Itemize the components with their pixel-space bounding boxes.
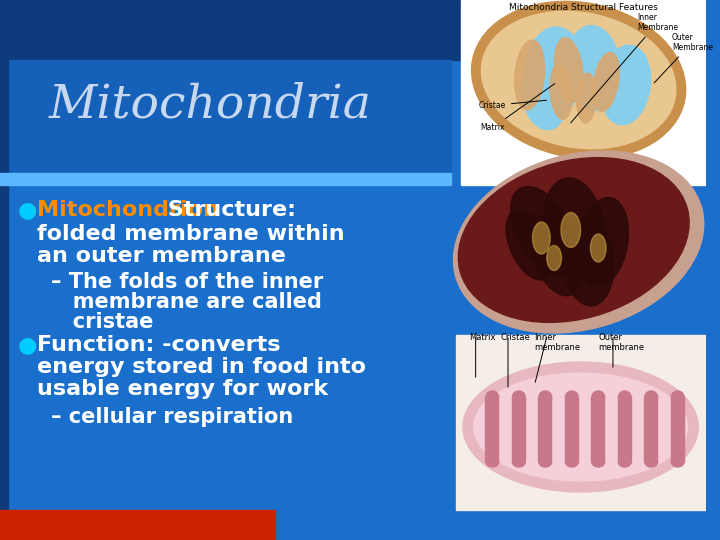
Ellipse shape xyxy=(486,457,499,467)
Text: Outer
Membrane: Outer Membrane xyxy=(654,32,713,83)
Text: Inner
Membrane: Inner Membrane xyxy=(571,12,678,123)
Text: Mitochondrion: Mitochondrion xyxy=(37,200,219,220)
Text: Inner
membrane: Inner membrane xyxy=(534,333,580,353)
Ellipse shape xyxy=(577,73,596,123)
Ellipse shape xyxy=(618,391,631,403)
Bar xyxy=(461,0,706,185)
Ellipse shape xyxy=(515,40,544,110)
Ellipse shape xyxy=(533,222,550,254)
Text: Function: -converts: Function: -converts xyxy=(37,335,281,355)
Text: Structure:: Structure: xyxy=(160,200,296,220)
Text: folded membrane within: folded membrane within xyxy=(37,224,345,244)
Ellipse shape xyxy=(482,11,676,148)
Ellipse shape xyxy=(525,27,584,117)
Ellipse shape xyxy=(459,158,689,322)
Bar xyxy=(539,397,552,462)
Ellipse shape xyxy=(671,457,684,467)
Text: Mitochondria Structural Features: Mitochondria Structural Features xyxy=(509,3,658,12)
Text: – The folds of the inner: – The folds of the inner xyxy=(51,272,323,292)
Ellipse shape xyxy=(463,362,698,492)
Ellipse shape xyxy=(592,391,605,403)
Bar xyxy=(565,397,577,462)
Ellipse shape xyxy=(513,391,525,403)
Ellipse shape xyxy=(578,198,629,287)
Text: Cristae: Cristae xyxy=(479,100,546,110)
Ellipse shape xyxy=(474,373,688,481)
Text: Matrix: Matrix xyxy=(480,84,555,132)
Text: usable energy for work: usable energy for work xyxy=(37,379,328,399)
Ellipse shape xyxy=(546,246,562,271)
Ellipse shape xyxy=(645,457,657,467)
Ellipse shape xyxy=(513,457,525,467)
Text: Matrix: Matrix xyxy=(469,333,495,342)
Ellipse shape xyxy=(472,1,685,159)
Ellipse shape xyxy=(550,65,572,119)
Ellipse shape xyxy=(671,391,684,403)
Text: Cristae: Cristae xyxy=(500,333,530,342)
Ellipse shape xyxy=(506,210,553,280)
Ellipse shape xyxy=(590,234,606,262)
Bar xyxy=(0,173,451,185)
Ellipse shape xyxy=(539,457,552,467)
Ellipse shape xyxy=(600,45,651,125)
Text: ●: ● xyxy=(18,200,37,220)
Bar xyxy=(644,397,657,462)
Bar xyxy=(512,397,525,462)
Ellipse shape xyxy=(531,214,583,296)
Ellipse shape xyxy=(618,457,631,467)
Bar xyxy=(485,397,498,462)
Bar xyxy=(0,510,274,540)
Ellipse shape xyxy=(561,213,580,247)
Ellipse shape xyxy=(565,391,578,403)
Bar xyxy=(671,397,683,462)
Ellipse shape xyxy=(645,391,657,403)
Bar xyxy=(0,60,451,180)
Ellipse shape xyxy=(539,391,552,403)
Ellipse shape xyxy=(544,178,604,272)
Bar xyxy=(456,335,706,510)
Text: – cellular respiration: – cellular respiration xyxy=(51,407,293,427)
Text: ●: ● xyxy=(18,335,37,355)
Text: energy stored in food into: energy stored in food into xyxy=(37,357,366,377)
Ellipse shape xyxy=(510,186,578,278)
Ellipse shape xyxy=(554,38,583,102)
Ellipse shape xyxy=(592,457,605,467)
Bar xyxy=(591,397,604,462)
Text: Outer
membrane: Outer membrane xyxy=(598,333,644,353)
Text: membrane are called: membrane are called xyxy=(51,292,322,312)
Ellipse shape xyxy=(565,457,578,467)
Ellipse shape xyxy=(454,151,703,333)
Text: Mitochondria: Mitochondria xyxy=(49,83,372,127)
Ellipse shape xyxy=(486,391,499,403)
Bar xyxy=(618,397,631,462)
Ellipse shape xyxy=(566,25,621,110)
Text: an outer membrane: an outer membrane xyxy=(37,246,286,266)
Ellipse shape xyxy=(593,52,619,112)
Ellipse shape xyxy=(522,60,567,130)
Bar xyxy=(0,0,8,540)
Bar xyxy=(0,0,706,60)
Ellipse shape xyxy=(563,218,614,306)
Text: cristae: cristae xyxy=(51,312,153,332)
